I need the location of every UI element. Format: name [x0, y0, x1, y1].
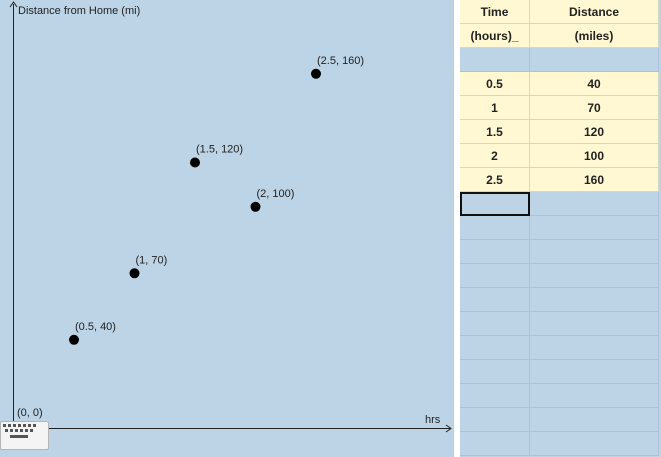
cell-a4[interactable]: 0.5: [460, 72, 530, 96]
cell-b9[interactable]: [530, 192, 659, 216]
y-axis-arrow: [9, 1, 18, 8]
empty-cell[interactable]: [460, 336, 530, 360]
data-point-2[interactable]: [129, 268, 140, 279]
empty-row: [460, 336, 661, 360]
x-axis-arrow: [445, 424, 452, 433]
cell-b8[interactable]: 160: [530, 168, 659, 192]
point-label-4: (2, 100): [257, 188, 295, 200]
cell-b4[interactable]: 40: [530, 72, 659, 96]
cell-a3[interactable]: [460, 48, 530, 72]
cell-a7[interactable]: 2: [460, 144, 530, 168]
empty-cell[interactable]: [530, 336, 659, 360]
empty-cell[interactable]: [460, 384, 530, 408]
empty-cell[interactable]: [460, 264, 530, 288]
empty-cell[interactable]: [530, 408, 659, 432]
empty-cell[interactable]: [530, 360, 659, 384]
table-row: 0.5 40: [460, 72, 661, 96]
keyboard-button[interactable]: [0, 421, 49, 450]
cell-a9-selected[interactable]: [460, 192, 530, 216]
table-row: 1 70: [460, 96, 661, 120]
empty-row: [460, 240, 661, 264]
cell-b5[interactable]: 70: [530, 96, 659, 120]
empty-row: [460, 432, 661, 456]
empty-cell[interactable]: [460, 216, 530, 240]
empty-cell[interactable]: [530, 264, 659, 288]
cell-a8[interactable]: 2.5: [460, 168, 530, 192]
data-point-3[interactable]: [190, 157, 200, 168]
table-row: 2 100: [460, 144, 661, 168]
empty-row: [460, 360, 661, 384]
data-point-4[interactable]: [250, 201, 261, 212]
empty-cell[interactable]: [460, 312, 530, 336]
table-row: 2.5 160: [460, 168, 661, 192]
empty-row: [460, 216, 661, 240]
y-axis-label: Distance from Home (mi): [18, 5, 140, 17]
cell-b7[interactable]: 100: [530, 144, 659, 168]
spreadsheet-view[interactable]: Time Distance (hours)_ (miles) 0.5 40 1 …: [460, 0, 661, 457]
empty-cell[interactable]: [530, 384, 659, 408]
empty-row: [460, 264, 661, 288]
empty-row: [460, 288, 661, 312]
cell-b6[interactable]: 120: [530, 120, 659, 144]
cell-b3[interactable]: [530, 48, 659, 72]
data-point-1[interactable]: [69, 334, 79, 345]
graph-canvas[interactable]: Distance from Home (mi) hrs (0, 0) (0.5,…: [0, 0, 453, 457]
header-row-2: (hours)_ (miles): [460, 24, 661, 48]
point-label-3: (1.5, 120): [196, 144, 243, 156]
table-row: 1.5 120: [460, 120, 661, 144]
data-point-5[interactable]: [311, 68, 321, 79]
keyboard-icon: [3, 424, 36, 438]
empty-cell[interactable]: [530, 288, 659, 312]
blank-row: [460, 48, 661, 72]
selected-row: [460, 192, 661, 216]
empty-cell[interactable]: [530, 240, 659, 264]
point-label-5: (2.5, 160): [317, 55, 364, 67]
cell-b2[interactable]: (miles): [530, 24, 659, 48]
header-row-1: Time Distance: [460, 0, 661, 24]
empty-cell[interactable]: [460, 432, 530, 456]
empty-row: [460, 312, 661, 336]
point-label-1: (0.5, 40): [75, 321, 116, 333]
graphics-view[interactable]: Distance from Home (mi) hrs (0, 0) (0.5,…: [0, 0, 453, 457]
cell-a1[interactable]: Time: [460, 0, 530, 24]
empty-row: [460, 384, 661, 408]
empty-cell[interactable]: [530, 216, 659, 240]
origin-label: (0, 0): [17, 407, 43, 419]
empty-row: [460, 408, 661, 432]
cell-a5[interactable]: 1: [460, 96, 530, 120]
empty-cell[interactable]: [530, 432, 659, 456]
empty-cell[interactable]: [530, 312, 659, 336]
empty-cell[interactable]: [460, 288, 530, 312]
empty-cell[interactable]: [460, 240, 530, 264]
view-divider[interactable]: [453, 0, 460, 457]
cell-a6[interactable]: 1.5: [460, 120, 530, 144]
cell-a2[interactable]: (hours)_: [460, 24, 530, 48]
point-label-2: (1, 70): [136, 254, 168, 266]
cell-b1[interactable]: Distance: [530, 0, 659, 24]
empty-cell[interactable]: [460, 408, 530, 432]
x-axis-label: hrs: [425, 414, 441, 426]
empty-rows: [460, 216, 661, 456]
empty-cell[interactable]: [460, 360, 530, 384]
points-layer: (0.5, 40) (1, 70) (1.5, 120) (2, 100) (2.5, …: [69, 55, 364, 345]
